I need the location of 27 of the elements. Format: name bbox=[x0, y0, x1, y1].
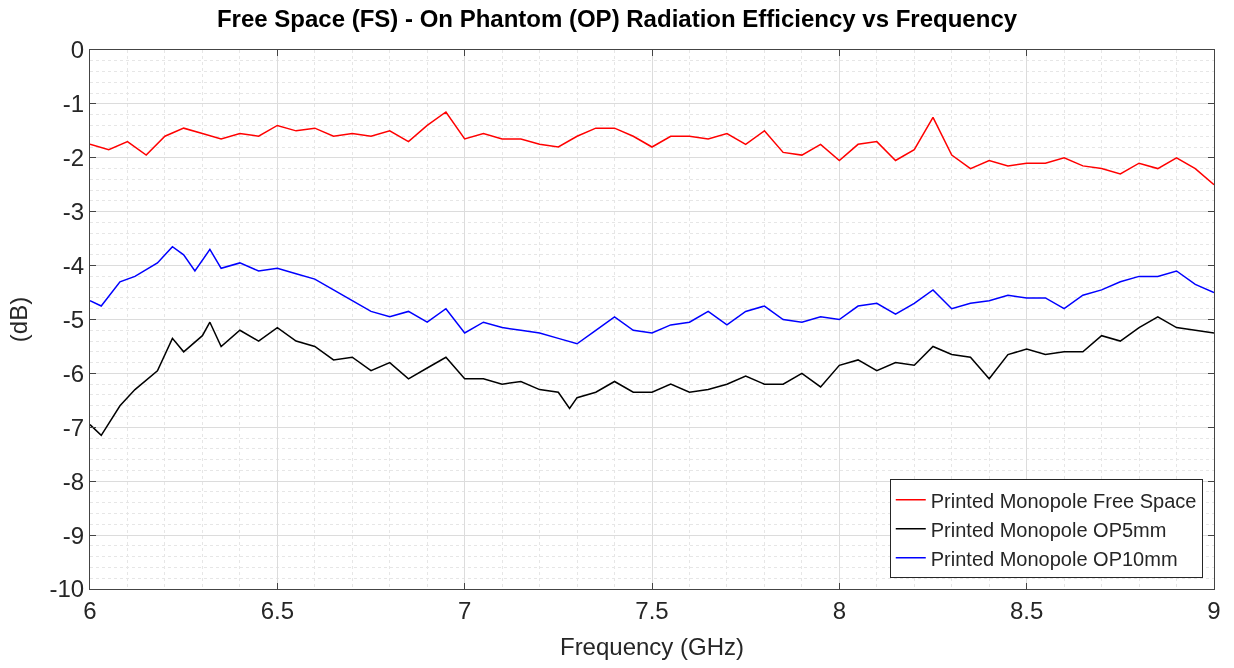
x-tick-label: 6 bbox=[83, 596, 97, 624]
y-tick-label: -5 bbox=[62, 305, 85, 333]
x-tick-label: 7 bbox=[457, 596, 472, 624]
line-series bbox=[90, 111, 1214, 186]
legend-label: Printed Monopole Free Space bbox=[930, 489, 1197, 512]
y-tick-label: -9 bbox=[62, 521, 85, 549]
x-axis-title: Frequency (GHz) bbox=[559, 633, 745, 661]
y-tick-label: -3 bbox=[62, 198, 85, 226]
line-series bbox=[90, 245, 1214, 345]
legend-label: Printed Monopole OP5mm bbox=[930, 518, 1167, 541]
y-tick-label: -2 bbox=[62, 144, 85, 172]
y-tick-label: -1 bbox=[62, 90, 85, 118]
y-tick-label: -8 bbox=[62, 467, 85, 495]
x-tick-label: 6.5 bbox=[260, 596, 295, 624]
y-tick-label: -4 bbox=[62, 252, 85, 279]
x-tick-label: 9 bbox=[1207, 596, 1221, 624]
x-tick-label: 7.5 bbox=[635, 596, 669, 624]
y-tick-label: -6 bbox=[62, 359, 85, 387]
x-tick-label: 8.5 bbox=[1009, 596, 1044, 624]
y-tick-label: 0 bbox=[70, 36, 85, 64]
y-tick-label: -7 bbox=[62, 413, 85, 441]
y-tick-label: -10 bbox=[49, 575, 85, 603]
line-series bbox=[90, 316, 1214, 437]
x-tick-label: 8 bbox=[832, 596, 847, 624]
chart-title: Free Space (FS) - On Phantom (OP) Radiation Efficiency vs Frequency bbox=[216, 4, 1018, 32]
y-axis-title: (dB) bbox=[4, 296, 32, 343]
legend-label: Printed Monopole OP10mm bbox=[930, 547, 1178, 570]
